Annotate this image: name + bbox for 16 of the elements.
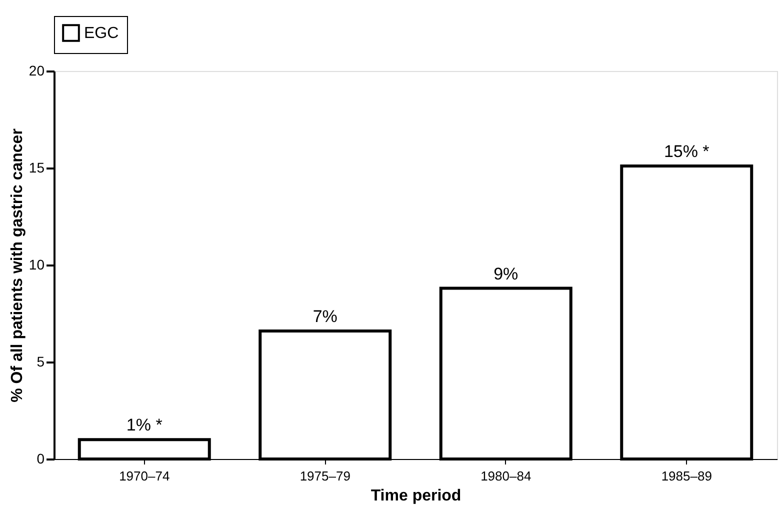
x-axis-title: Time period <box>370 488 462 504</box>
y-axis-title: % Of all patients with gastric cancer <box>8 128 26 402</box>
data-label: 9% <box>494 264 518 284</box>
legend-label: EGC <box>84 25 119 42</box>
data-label: 1% * <box>126 416 163 435</box>
y-tick-label: 15 <box>28 160 45 176</box>
y-tick-label: 10 <box>28 256 45 272</box>
x-tick-label: 1985–89 <box>661 468 712 484</box>
y-tick-label: 20 <box>28 62 45 78</box>
x-tick-label: 1980–84 <box>480 468 532 484</box>
x-tick-label: 1970–74 <box>119 468 170 484</box>
data-label: 15% * <box>664 142 710 162</box>
y-tick-label: 0 <box>36 450 45 466</box>
y-tick-label: 5 <box>36 354 45 370</box>
x-tick-label: 1975–79 <box>300 468 350 484</box>
data-label: 7% <box>312 306 338 326</box>
